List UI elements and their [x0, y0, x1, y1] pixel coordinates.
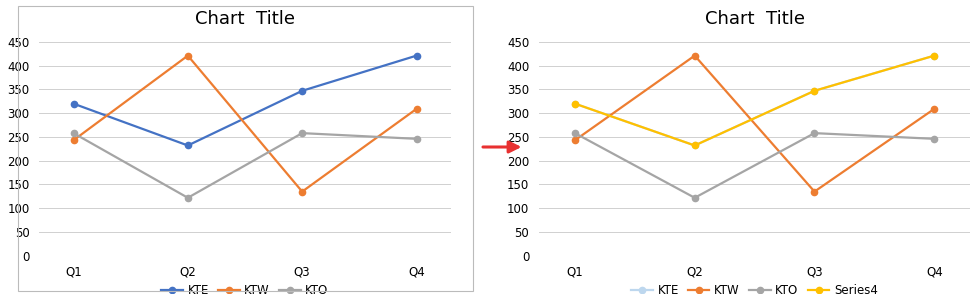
KTO	[689, 196, 701, 200]
Line: Series4: Series4	[571, 53, 938, 148]
KTE	[68, 102, 79, 106]
Line: KTO: KTO	[71, 130, 419, 201]
Series4	[808, 89, 820, 93]
Line: KTW: KTW	[71, 53, 419, 195]
KTO	[182, 196, 194, 200]
KTE	[296, 89, 308, 93]
Line: KTE: KTE	[571, 53, 938, 148]
KTO	[928, 137, 940, 141]
KTE	[928, 54, 940, 57]
KTO	[296, 131, 308, 135]
KTW	[808, 190, 820, 193]
Line: KTO: KTO	[571, 130, 938, 201]
KTE	[569, 102, 581, 106]
Title: Chart  Title: Chart Title	[195, 10, 295, 28]
KTE	[808, 89, 820, 93]
KTE	[411, 54, 422, 57]
Legend: KTE, KTW, KTO, Series4: KTE, KTW, KTO, Series4	[626, 280, 883, 294]
KTW	[928, 107, 940, 111]
KTO	[808, 131, 820, 135]
KTE	[689, 144, 701, 147]
KTW	[68, 138, 79, 142]
KTW	[689, 54, 701, 57]
KTW	[296, 190, 308, 193]
Series4	[569, 102, 581, 106]
Title: Chart  Title: Chart Title	[705, 10, 805, 28]
KTO	[411, 137, 422, 141]
Line: KTW: KTW	[571, 53, 938, 195]
KTE	[182, 144, 194, 147]
KTO	[569, 131, 581, 135]
KTO	[68, 131, 79, 135]
Legend: KTE, KTW, KTO: KTE, KTW, KTO	[157, 280, 333, 294]
Line: KTE: KTE	[71, 53, 419, 148]
KTW	[182, 54, 194, 57]
Series4	[689, 144, 701, 147]
Series4	[928, 54, 940, 57]
KTW	[411, 107, 422, 111]
KTW	[569, 138, 581, 142]
